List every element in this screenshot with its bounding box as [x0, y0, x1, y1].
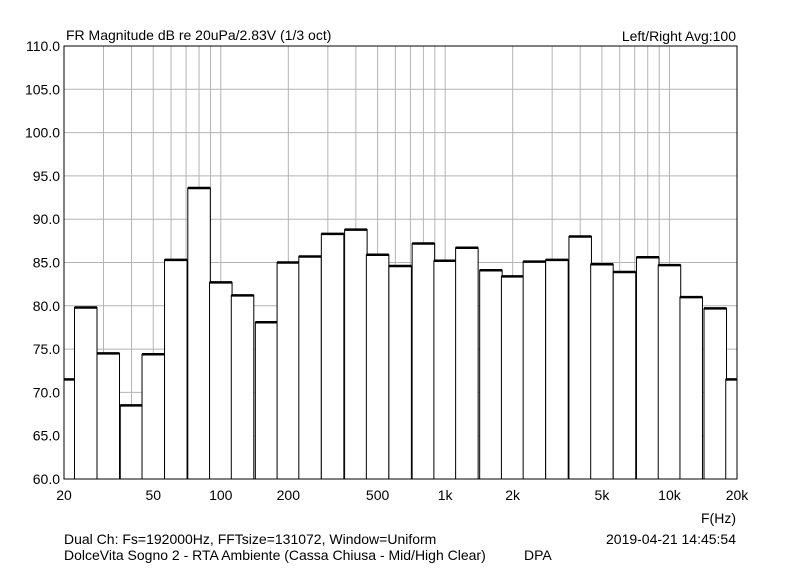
- measurement-description: DolceVita Sogno 2 - RTA Ambiente (Cassa …: [64, 547, 486, 563]
- bar-body: [703, 307, 728, 480]
- y-tick-label: 90.0: [33, 211, 60, 227]
- x-axis-unit-label: F(Hz): [701, 510, 736, 526]
- bar-250: [298, 255, 322, 480]
- bar-body: [298, 255, 322, 480]
- x-tick-label: 2k: [505, 487, 521, 503]
- x-tick-label: 5k: [595, 487, 611, 503]
- y-tick-label: 80.0: [33, 298, 60, 314]
- bar-1k: [433, 259, 457, 480]
- y-tick-label: 75.0: [33, 341, 60, 357]
- y-tick-label: 95.0: [33, 168, 60, 184]
- bar-body: [590, 263, 614, 480]
- bar-5k: [590, 262, 614, 480]
- y-tick-label: 110.0: [26, 38, 60, 54]
- bar-500: [365, 253, 390, 480]
- bar-body: [522, 261, 547, 480]
- x-tick-label: 1k: [438, 487, 454, 503]
- bar-31.5: [96, 352, 121, 480]
- bar-body: [320, 233, 345, 480]
- chart-title: FR Magnitude dB re 20uPa/2.83V (1/3 oct): [66, 27, 332, 43]
- y-tick-labels: 110.0 105.0 100.0 95.0 90.0 85.0 80.0 75.0 70.0 6…: [25, 38, 60, 487]
- x-tick-label: 500: [366, 487, 390, 503]
- y-tick-label: 60.0: [33, 471, 60, 487]
- bar-body: [388, 265, 412, 480]
- bar-1.25k: [455, 246, 479, 480]
- bar-body: [657, 264, 682, 480]
- bar-body: [500, 275, 525, 480]
- bar-4k: [568, 235, 592, 480]
- bar-315: [320, 232, 345, 480]
- y-tick-label: 105.0: [25, 81, 60, 97]
- bar-800: [411, 242, 436, 480]
- bar-20k: [725, 378, 738, 480]
- bar-body: [73, 307, 98, 480]
- bar-body: [433, 260, 457, 480]
- y-tick-label: 70.0: [33, 384, 60, 400]
- brand-label: DPA: [524, 547, 552, 563]
- bar-body: [164, 259, 188, 480]
- x-tick-label: 20k: [726, 487, 750, 503]
- bar-10k: [657, 263, 682, 480]
- bar-63: [164, 258, 188, 480]
- bar-body: [479, 269, 503, 480]
- bar-125: [230, 294, 255, 480]
- bar-body: [365, 254, 390, 480]
- measurement-settings: Dual Ch: Fs=192000Hz, FFTsize=131072, Wi…: [64, 531, 437, 547]
- bar-body: [568, 236, 592, 480]
- x-tick-label: 100: [209, 487, 233, 503]
- bar-body: [209, 281, 233, 480]
- bar-body: [344, 229, 368, 480]
- x-tick-label: 50: [145, 487, 161, 503]
- bar-body: [635, 256, 660, 480]
- bar-630: [388, 264, 412, 480]
- x-tick-labels: 20 50 100 200 500 1k 2k 5k 10k 20k: [56, 487, 749, 503]
- bar-body: [679, 296, 703, 480]
- bars: [63, 186, 738, 480]
- bar-body: [63, 378, 76, 480]
- bar-25: [73, 306, 98, 480]
- bar-body: [725, 378, 738, 480]
- bar-body: [545, 259, 569, 480]
- bar-1.6k: [479, 269, 503, 480]
- bar-body: [612, 271, 637, 480]
- bar-body: [230, 294, 255, 480]
- bar-50: [141, 353, 166, 480]
- bar-2.5k: [522, 260, 547, 480]
- x-tick-label: 10k: [658, 487, 682, 503]
- bar-100: [209, 281, 233, 480]
- y-tick-label: 65.0: [33, 428, 60, 444]
- bar-body: [119, 404, 144, 480]
- bar-40: [119, 404, 144, 480]
- plot-frame: [63, 45, 738, 480]
- bar-200: [276, 261, 301, 480]
- bar-80: [187, 186, 211, 480]
- timestamp: 2019-04-21 14:45:54: [606, 531, 736, 547]
- y-tick-label: 100.0: [25, 125, 60, 141]
- bar-3.15k: [545, 258, 569, 480]
- bar-body: [187, 187, 211, 480]
- channel-info: Left/Right Avg:100: [621, 28, 736, 44]
- bar-body: [254, 321, 279, 480]
- bar-body: [276, 262, 301, 480]
- bar-body: [141, 353, 166, 480]
- bar-body: [455, 247, 479, 480]
- bar-20: [63, 378, 76, 480]
- bar-body: [411, 242, 436, 480]
- bar-12.5k: [679, 295, 703, 480]
- bar-400: [344, 228, 368, 480]
- bar-2k: [500, 275, 525, 480]
- bar-160: [254, 321, 279, 480]
- bar-6.3k: [612, 270, 637, 480]
- x-tick-label: 200: [277, 487, 301, 503]
- bar-16k: [703, 307, 728, 480]
- bar-8k: [635, 256, 660, 480]
- y-tick-label: 85.0: [33, 255, 60, 271]
- bar-body: [96, 352, 121, 480]
- x-tick-label: 20: [56, 487, 72, 503]
